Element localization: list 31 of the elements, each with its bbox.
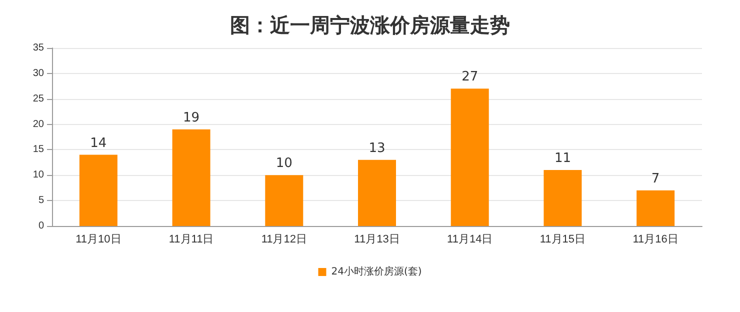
data-label: 19 (183, 110, 200, 126)
y-tick-label: 0 (38, 220, 44, 232)
x-tick-label: 11月13日 (354, 234, 400, 246)
bar (358, 160, 396, 226)
x-tick-label: 11月16日 (632, 234, 678, 246)
y-tick-label: 25 (32, 93, 44, 104)
legend-label: 24小时涨价房源(套) (331, 266, 422, 278)
data-label: 13 (368, 140, 386, 156)
bar (79, 154, 118, 226)
bar (450, 88, 489, 226)
x-tick-label: 11月11日 (168, 234, 214, 246)
data-label: 27 (462, 70, 478, 85)
y-tick-label: 20 (32, 118, 44, 130)
x-tick-label: 11月14日 (447, 234, 493, 246)
bar (636, 190, 675, 226)
y-tick-label: 35 (32, 42, 44, 54)
data-label: 10 (276, 156, 292, 172)
data-label: 11 (554, 151, 571, 166)
y-tick-label: 10 (32, 170, 44, 181)
bar (544, 170, 582, 226)
y-tick-label: 30 (32, 68, 44, 79)
bar (265, 175, 304, 226)
bar (172, 129, 210, 226)
y-tick-label: 5 (38, 195, 44, 206)
x-tick-label: 11月12日 (261, 234, 307, 246)
chart-title: 图：近一周宁波涨价房源量走势 (230, 13, 510, 37)
y-tick-label: 15 (32, 144, 44, 156)
data-label: 14 (90, 136, 107, 151)
data-label: 7 (651, 171, 660, 186)
x-tick-label: 11月10日 (76, 234, 122, 246)
x-tick-label: 11月15日 (540, 234, 586, 246)
